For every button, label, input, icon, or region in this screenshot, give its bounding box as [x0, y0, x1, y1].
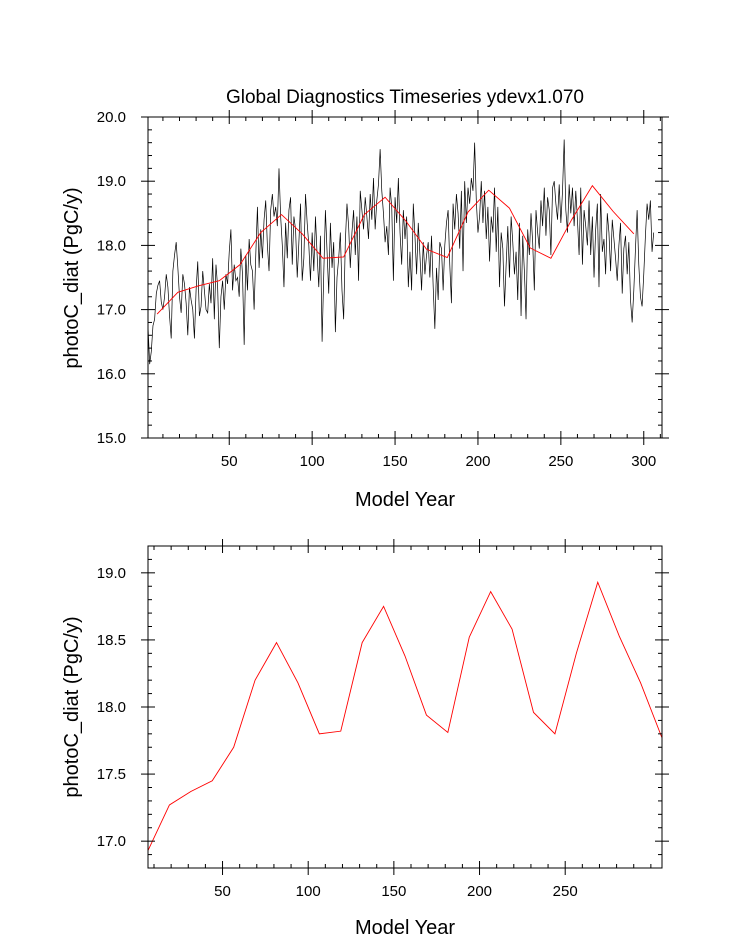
x-tick-label: 50: [214, 883, 231, 900]
y-tick-label: 19.0: [97, 565, 126, 582]
top-y-axis-title: photoC_diat (PgC/y): [61, 187, 83, 368]
top-chart-marks: [147, 139, 655, 365]
y-tick-label: 18.0: [97, 237, 126, 254]
top-x-axis-title: Model Year: [355, 489, 455, 511]
x-tick-label: 100: [296, 883, 321, 900]
x-tick-label: 200: [465, 453, 490, 470]
x-tick-label: 100: [300, 453, 325, 470]
bottom-panel: 50 100 150 200 250 17.0 17.5 18.0 18.5 19.0 Model…: [61, 539, 669, 939]
y-tick-label: 17.0: [97, 833, 126, 850]
top-chart-ticks: 50 100 150 200 250 300 15.0 16.0 17.0 18.0 19.0 20.…: [97, 109, 669, 470]
x-tick-label: 250: [553, 883, 578, 900]
x-tick-label: 300: [631, 453, 656, 470]
x-tick-label: 250: [548, 453, 573, 470]
series-line-decadal-mean: [156, 184, 635, 315]
bottom-plot-frame: [147, 545, 663, 869]
bottom-chart-ticks: 50 100 150 200 250 17.0 17.5 18.0 18.5 19.0: [97, 539, 669, 900]
x-tick-label: 50: [221, 453, 238, 470]
y-tick-label: 15.0: [97, 430, 126, 447]
y-tick-label: 16.0: [97, 366, 126, 383]
bottom-x-axis-title: Model Year: [355, 917, 455, 939]
y-tick-label: 18.0: [97, 699, 126, 716]
y-tick-label: 17.0: [97, 302, 126, 319]
top-chart-title: Global Diagnostics Timeseries ydevx1.070: [226, 87, 584, 108]
y-tick-label: 17.5: [97, 766, 126, 783]
x-tick-label: 150: [383, 453, 408, 470]
x-tick-label: 150: [381, 883, 406, 900]
top-plot-frame: [147, 116, 663, 439]
series-line-annual: [147, 139, 655, 365]
bottom-y-axis-title: photoC_diat (PgC/y): [61, 616, 83, 797]
top-panel: Global Diagnostics Timeseries ydevx1.070…: [61, 87, 669, 511]
y-tick-label: 19.0: [97, 173, 126, 190]
y-tick-label: 20.0: [97, 109, 126, 126]
bottom-chart-marks: [147, 580, 663, 851]
series-line-decadal-mean: [147, 580, 663, 851]
x-tick-label: 200: [467, 883, 492, 900]
y-tick-label: 18.5: [97, 632, 126, 649]
